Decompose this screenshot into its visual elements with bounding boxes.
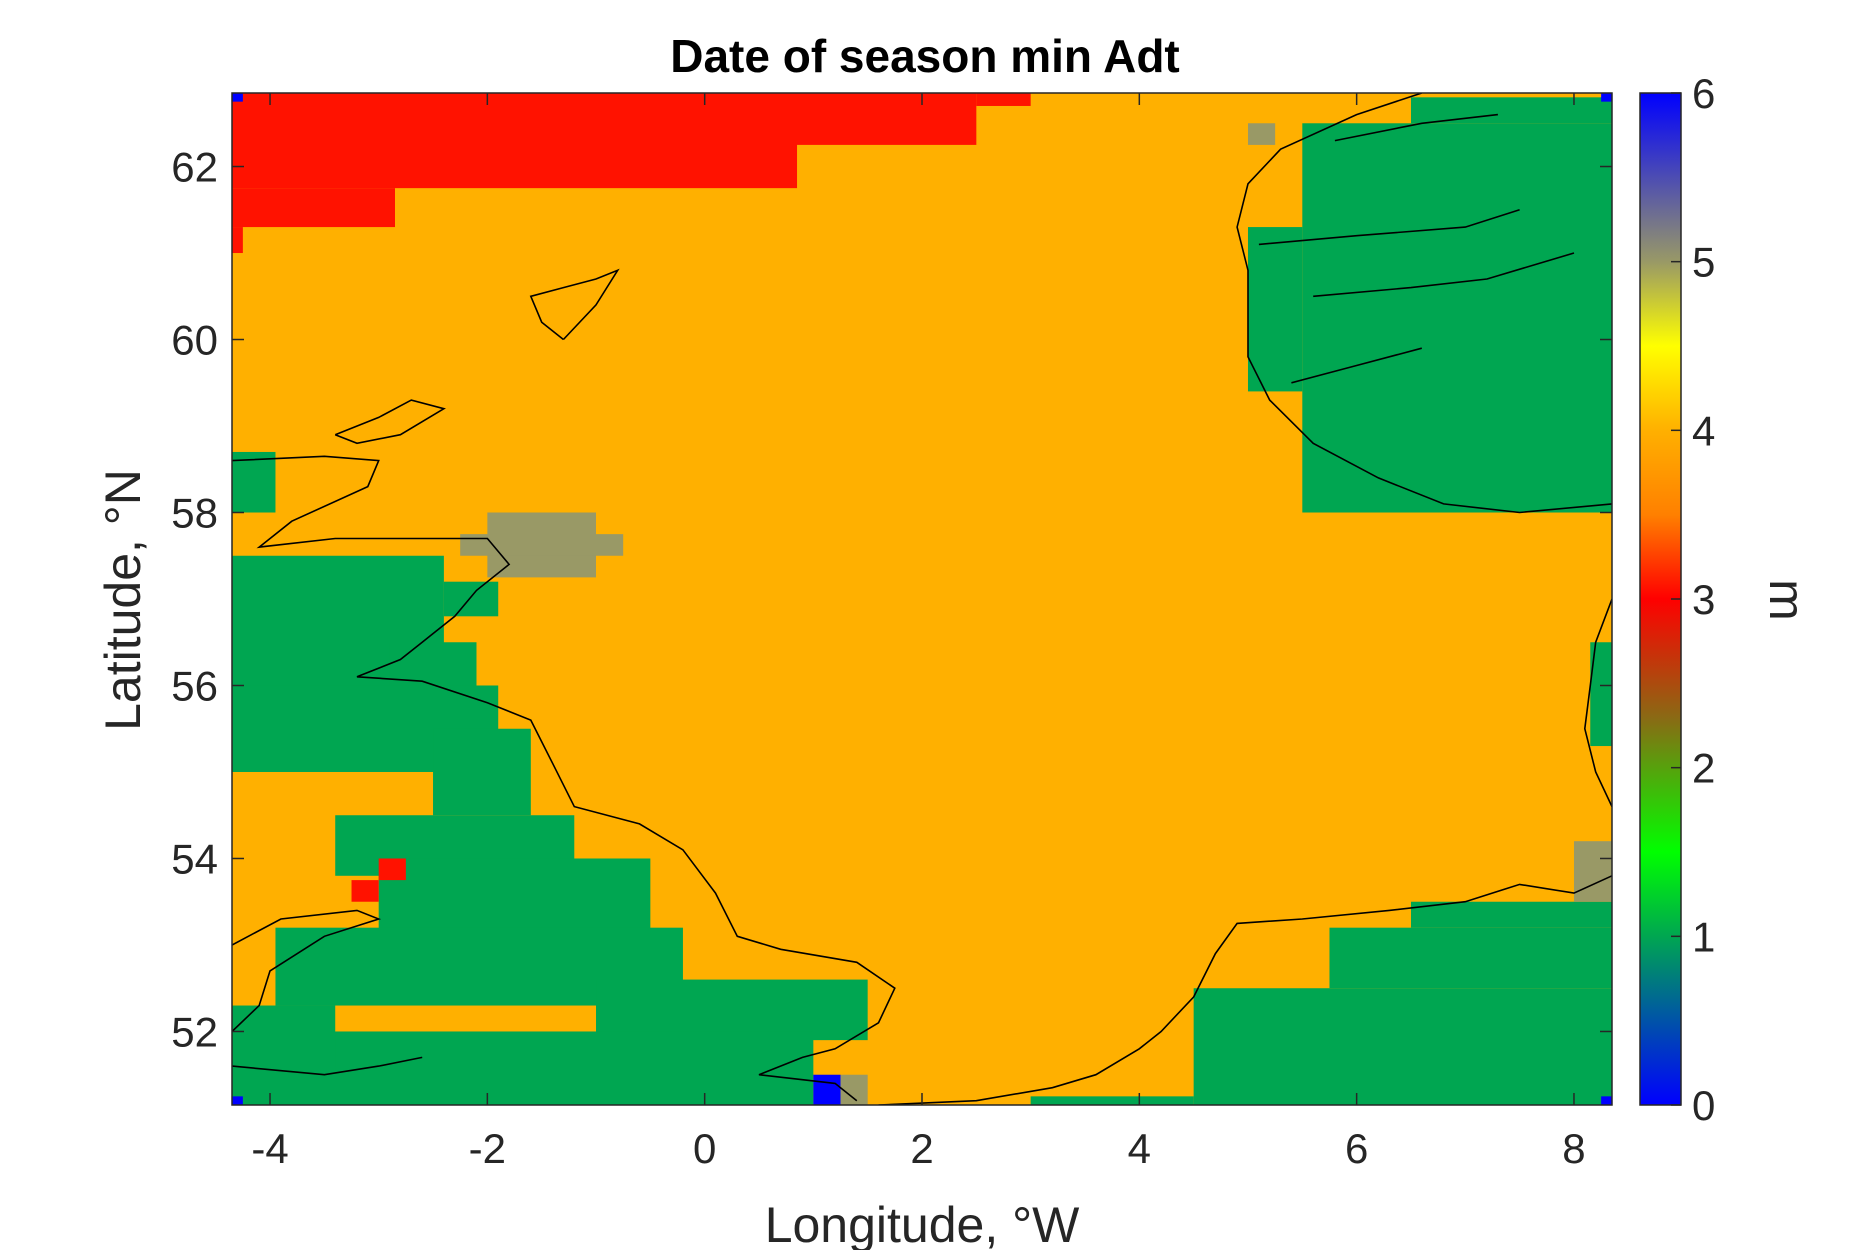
heatmap-cell [813,1074,841,1105]
x-tick-label: 4 [1128,1125,1151,1172]
colorbar-ticks: 0 1 2 3 4 5 6 [1671,70,1715,1129]
colorbar-label: m [1759,579,1815,621]
coastline-norway-fjord-1 [1313,252,1575,298]
heatmap-cell [232,451,276,513]
x-axis-label: Longitude, °W [765,1197,1080,1250]
y-tick-label: 62 [171,144,218,191]
heatmap-cell [1410,97,1612,124]
heatmap-cell [1410,901,1612,928]
coastline-continent [878,875,1612,1105]
heatmap-cell [1193,988,1612,1105]
heatmap-cell [232,227,243,254]
coastline-orkney [334,399,446,445]
heatmap-cell [232,188,395,228]
heatmap-cell [378,858,406,881]
x-tick-label: 2 [910,1125,933,1172]
y-tick-label: 54 [171,835,218,882]
colorbar-tick-label: 5 [1692,239,1715,286]
heatmap-cell [351,880,379,902]
heatmap-cells [232,93,1612,1105]
coastlines [232,93,1612,1105]
x-tick-label: 6 [1345,1125,1368,1172]
y-tick-label: 56 [171,662,218,709]
y-tick-label: 60 [171,317,218,364]
y-tick-label: 52 [171,1008,218,1055]
coastline-bristol-channel [232,1056,423,1076]
heatmap-cell [737,93,977,145]
heatmap-cell [1030,1096,1194,1105]
x-tick-label: 8 [1562,1125,1585,1172]
heatmap-cell [1247,227,1303,392]
heatmap-cell [232,1005,336,1075]
y-axis-ticks: 52 54 56 58 60 62 [171,144,1612,1055]
colorbar: 0 1 2 3 4 5 6 m [1639,70,1815,1129]
y-axis-label: Latitude, °N [95,469,151,731]
heatmap-cell [433,728,531,816]
heatmap-cell [840,1074,868,1105]
heatmap-cell [976,93,1031,106]
chart-title: Date of season min Adt [670,30,1179,82]
colorbar-tick-label: 0 [1692,1082,1715,1129]
coastline-great-britain [232,455,896,1102]
heatmap-cell [460,534,624,556]
heatmap-cell [1601,93,1612,102]
colorbar-tick-label: 6 [1692,70,1715,117]
y-tick-label: 58 [171,490,218,537]
heatmap-cell [232,93,243,102]
colorbar-tick-label: 4 [1692,407,1715,454]
coastline-wales-west [232,909,382,1033]
x-tick-label: 0 [693,1125,716,1172]
coastline-jutland [1583,598,1612,807]
colorbar-tick-label: 1 [1692,913,1715,960]
heatmap-cell [443,581,499,617]
heatmap-cell [232,1096,243,1105]
colorbar-tick-label: 2 [1692,745,1715,792]
heatmap-cell [1329,927,1612,989]
heatmap-cell [596,979,868,1041]
coastline-norway-fjord-2 [1258,209,1520,246]
heatmap-cell [1573,841,1612,902]
x-tick-label: -4 [251,1125,288,1172]
x-tick-label: -2 [469,1125,506,1172]
heatmap-cell [1247,123,1276,145]
x-axis-ticks: -4 -2 0 2 4 6 8 [251,93,1586,1172]
heatmap-cell [1590,642,1612,747]
heatmap-cell [232,93,798,189]
plot-area [232,93,1612,1105]
coastline-norway-fjord-4 [1334,113,1498,142]
heatmap-cell [1302,123,1612,513]
coastline-norway-fjord-3 [1291,347,1423,384]
coastline-shetland [529,268,620,341]
coastline-norway [1236,93,1612,514]
heatmap-cell [1601,1096,1612,1105]
colorbar-tick-label: 3 [1692,576,1715,623]
